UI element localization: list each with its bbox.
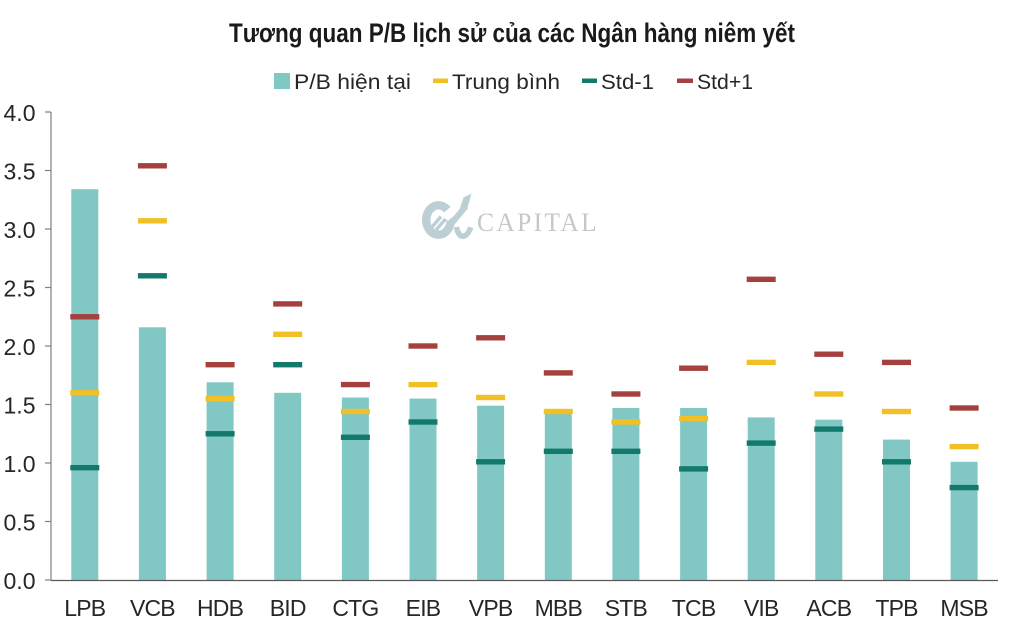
svg-text:BID: BID — [270, 595, 306, 621]
svg-text:4.0: 4.0 — [4, 100, 36, 126]
svg-text:ACB: ACB — [806, 595, 851, 621]
svg-text:CTG: CTG — [332, 595, 378, 621]
svg-text:0.5: 0.5 — [4, 510, 36, 536]
svg-text:MSB: MSB — [940, 595, 988, 621]
svg-text:EIB: EIB — [406, 595, 441, 621]
svg-text:3.0: 3.0 — [4, 217, 36, 243]
svg-text:CAPITAL: CAPITAL — [477, 207, 599, 237]
svg-text:P/B hiện tại: P/B hiện tại — [294, 71, 411, 94]
svg-text:2.0: 2.0 — [4, 334, 36, 360]
svg-text:1.5: 1.5 — [4, 393, 36, 419]
svg-text:VIB: VIB — [744, 595, 779, 621]
svg-text:TPB: TPB — [875, 595, 918, 621]
svg-text:0.0: 0.0 — [4, 568, 36, 594]
svg-text:3.5: 3.5 — [4, 159, 36, 185]
svg-text:HDB: HDB — [197, 595, 244, 621]
svg-text:Trung bình: Trung bình — [452, 71, 560, 94]
svg-text:1.0: 1.0 — [4, 451, 36, 477]
svg-text:TCB: TCB — [672, 595, 716, 621]
svg-text:LPB: LPB — [64, 595, 106, 621]
svg-text:VCB: VCB — [130, 595, 175, 621]
svg-text:MBB: MBB — [535, 595, 583, 621]
svg-text:VPB: VPB — [469, 595, 513, 621]
svg-text:2.5: 2.5 — [4, 276, 36, 302]
svg-text:Std-1: Std-1 — [601, 71, 654, 94]
svg-text:STB: STB — [605, 595, 648, 621]
svg-text:Tương quan P/B lịch sử của các: Tương quan P/B lịch sử của các Ngân hàng… — [229, 18, 795, 48]
svg-text:Std+1: Std+1 — [697, 71, 753, 94]
